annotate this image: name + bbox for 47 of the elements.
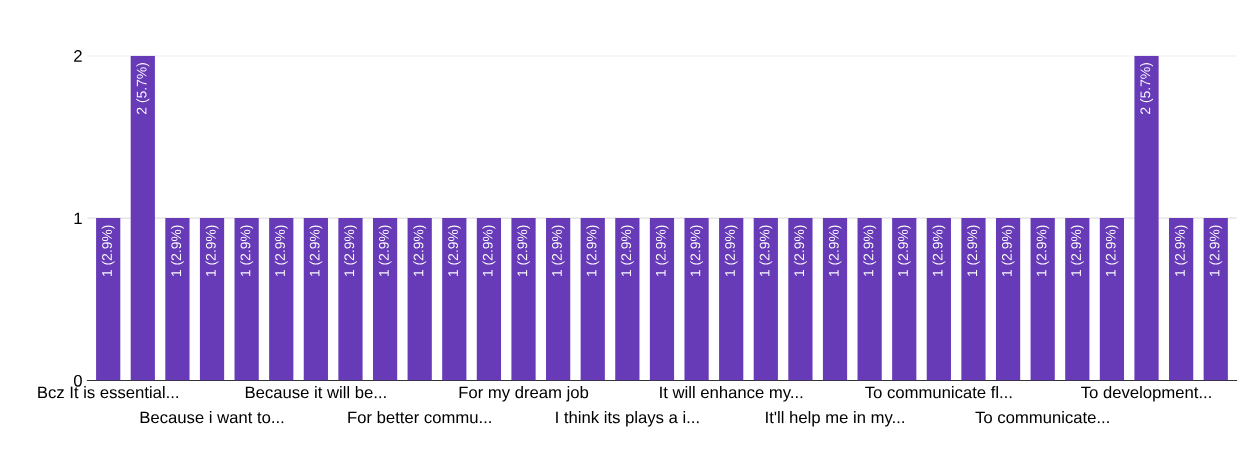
data-label: 1 (2.9%) — [932, 225, 946, 276]
data-label: 1 (2.9%) — [655, 225, 669, 276]
data-label: 1 (2.9%) — [551, 225, 565, 276]
data-label: 1 (2.9%) — [620, 225, 634, 276]
data-label: 1 (2.9%) — [1001, 225, 1015, 276]
x-tick-label: To communicate... — [975, 411, 1109, 424]
x-tick-label: To development... — [1081, 386, 1211, 402]
data-label: 1 (2.9%) — [897, 225, 911, 276]
data-label: 1 (2.9%) — [1036, 225, 1050, 276]
data-label: 1 (2.9%) — [101, 225, 115, 276]
data-label: 1 (2.9%) — [828, 225, 842, 276]
data-label: 1 (2.9%) — [1105, 225, 1119, 276]
data-label: 1 (2.9%) — [863, 225, 877, 276]
data-label: 1 (2.9%) — [1070, 225, 1084, 276]
data-label: 1 (2.9%) — [447, 225, 461, 276]
data-label: 1 (2.9%) — [413, 225, 427, 276]
data-label: 1 (2.9%) — [793, 225, 807, 276]
data-label: 1 (2.9%) — [1209, 225, 1223, 276]
x-tick-label: To communicate fl... — [865, 386, 1012, 399]
data-label: 1 (2.9%) — [482, 225, 496, 276]
data-label: 2 (5.7%) — [1140, 63, 1153, 114]
y-tick-label: 1 — [74, 212, 82, 225]
data-label: 1 (2.9%) — [170, 225, 184, 276]
x-tick-label: Because i want to... — [140, 411, 284, 424]
y-tick-label: 2 — [74, 50, 82, 62]
data-label: 1 (2.9%) — [309, 225, 323, 276]
data-label: 1 (2.9%) — [1174, 225, 1188, 276]
data-label: 1 (2.9%) — [378, 225, 392, 276]
y-tick-label: 0 — [73, 374, 82, 387]
data-label: 1 (2.9%) — [240, 225, 254, 276]
x-tick-label: I think its plays a i... — [556, 411, 699, 427]
data-label: 1 (2.9%) — [966, 225, 980, 276]
x-tick-label: It will enhance my... — [660, 386, 803, 402]
data-label: 1 (2.9%) — [724, 225, 738, 276]
x-tick-label: Bcz It is essential... — [38, 386, 178, 399]
x-tick-label: For my dream job — [459, 386, 589, 402]
x-tick-label: For better commu... — [348, 411, 491, 424]
data-label: 1 (2.9%) — [344, 225, 357, 276]
data-label: 1 (2.9%) — [586, 225, 600, 276]
x-tick-label: Because it will be... — [245, 386, 386, 399]
x-tick-label: It'll help me in my... — [766, 411, 904, 427]
data-label: 1 (2.9%) — [274, 225, 288, 276]
data-label: 1 (2.9%) — [759, 225, 773, 276]
data-label: 1 (2.9%) — [517, 225, 530, 276]
data-label: 2 (5.7%) — [136, 63, 150, 114]
data-label: 1 (2.9%) — [690, 225, 704, 276]
data-label: 1 (2.9%) — [205, 225, 219, 276]
